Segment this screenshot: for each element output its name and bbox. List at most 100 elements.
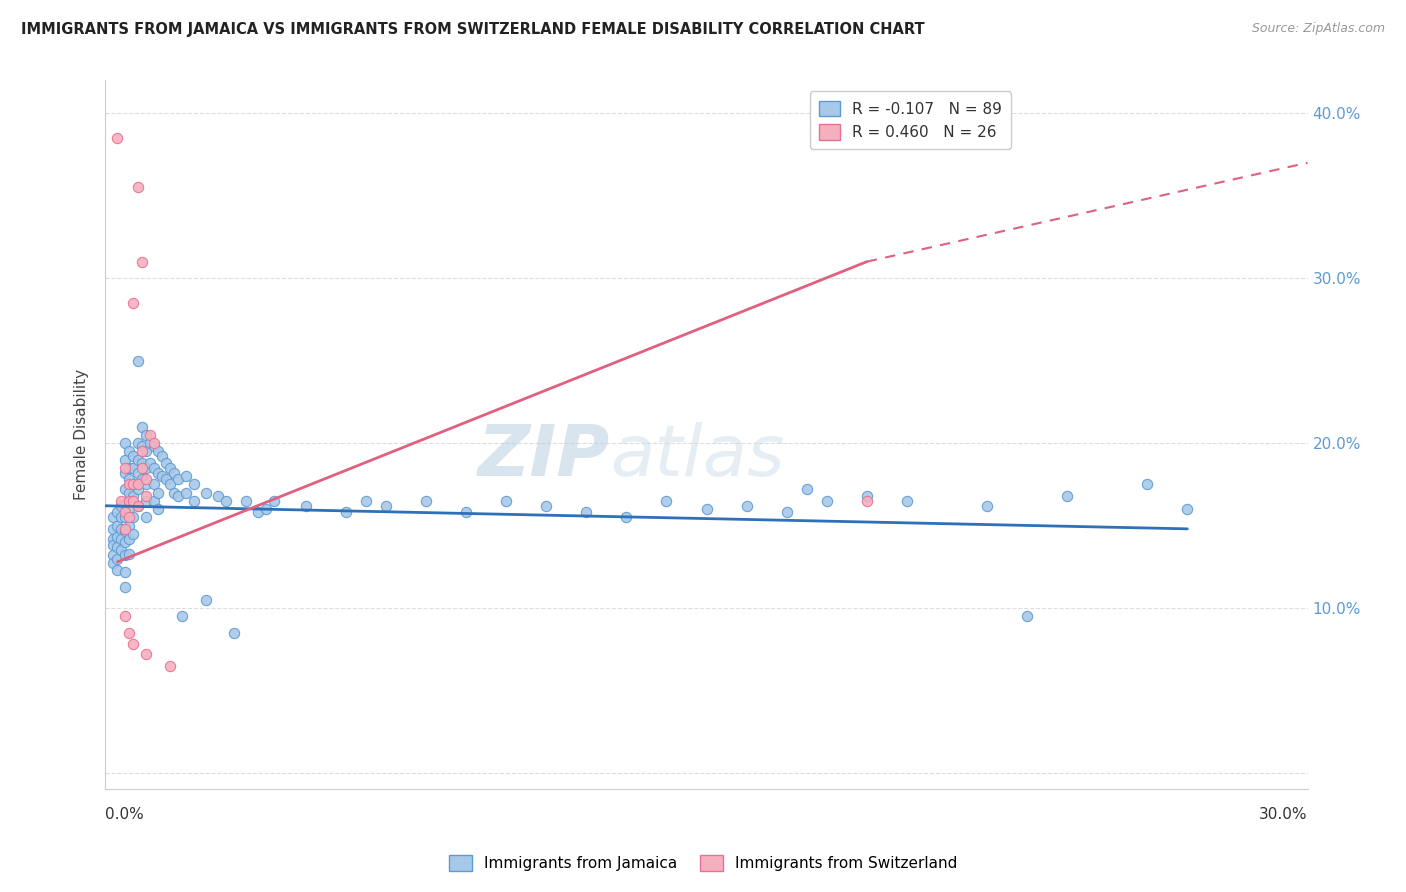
Point	[735, 499, 758, 513]
Point	[142, 493, 165, 508]
Point	[170, 609, 193, 624]
Point	[131, 439, 153, 453]
Point	[122, 489, 145, 503]
Point	[1056, 489, 1078, 503]
Point	[155, 456, 177, 470]
Point	[122, 460, 145, 475]
Point	[103, 510, 125, 524]
Point	[127, 353, 149, 368]
Point	[214, 493, 236, 508]
Point	[131, 472, 153, 486]
Point	[162, 466, 184, 480]
Point	[103, 548, 125, 562]
Point	[114, 580, 136, 594]
Point	[254, 502, 277, 516]
Point	[110, 543, 132, 558]
Point	[150, 469, 173, 483]
Point	[135, 489, 157, 503]
Point	[114, 483, 136, 497]
Point	[616, 510, 638, 524]
Text: 30.0%: 30.0%	[1260, 807, 1308, 822]
Point	[122, 493, 145, 508]
Point	[162, 485, 184, 500]
Point	[114, 497, 136, 511]
Point	[166, 472, 188, 486]
Point	[976, 499, 998, 513]
Point	[655, 493, 678, 508]
Point	[114, 609, 136, 624]
Point	[142, 436, 165, 450]
Point	[114, 535, 136, 549]
Point	[135, 460, 157, 475]
Point	[122, 450, 145, 464]
Point	[118, 444, 141, 458]
Point	[114, 452, 136, 467]
Point	[110, 522, 132, 536]
Point	[131, 419, 153, 434]
Point	[146, 485, 169, 500]
Point	[103, 522, 125, 536]
Point	[118, 460, 141, 475]
Point	[415, 493, 437, 508]
Point	[335, 505, 357, 519]
Text: atlas: atlas	[610, 422, 785, 491]
Point	[138, 428, 160, 442]
Point	[159, 658, 181, 673]
Point	[114, 510, 136, 524]
Point	[146, 466, 169, 480]
Point	[235, 493, 257, 508]
Point	[855, 493, 877, 508]
Point	[118, 502, 141, 516]
Point	[118, 518, 141, 533]
Point	[194, 592, 217, 607]
Point	[127, 477, 149, 491]
Point	[122, 510, 145, 524]
Point	[575, 505, 598, 519]
Point	[118, 472, 141, 486]
Text: 0.0%: 0.0%	[105, 807, 145, 822]
Point	[1177, 502, 1199, 516]
Text: Source: ZipAtlas.com: Source: ZipAtlas.com	[1251, 22, 1385, 36]
Point	[174, 469, 197, 483]
Point	[263, 493, 285, 508]
Point	[114, 466, 136, 480]
Point	[122, 637, 145, 651]
Point	[114, 565, 136, 579]
Point	[146, 502, 169, 516]
Point	[127, 452, 149, 467]
Point	[107, 131, 129, 145]
Point	[114, 460, 136, 475]
Point	[110, 493, 132, 508]
Point	[127, 180, 149, 194]
Point	[118, 625, 141, 640]
Point	[107, 505, 129, 519]
Point	[127, 499, 149, 513]
Point	[114, 548, 136, 562]
Point	[534, 499, 557, 513]
Point	[118, 547, 141, 561]
Point	[138, 456, 160, 470]
Point	[127, 436, 149, 450]
Point	[374, 499, 398, 513]
Point	[135, 510, 157, 524]
Point	[138, 436, 160, 450]
Point	[135, 647, 157, 661]
Point	[174, 485, 197, 500]
Point	[855, 489, 877, 503]
Point	[222, 625, 245, 640]
Point	[166, 489, 188, 503]
Point	[118, 485, 141, 500]
Point	[131, 254, 153, 268]
Point	[127, 499, 149, 513]
Point	[114, 505, 136, 519]
Point	[142, 460, 165, 475]
Point	[246, 505, 269, 519]
Point	[194, 485, 217, 500]
Point	[142, 477, 165, 491]
Point	[131, 444, 153, 458]
Point	[495, 493, 517, 508]
Point	[150, 450, 173, 464]
Point	[107, 563, 129, 577]
Point	[118, 510, 141, 524]
Text: ZIP: ZIP	[478, 422, 610, 491]
